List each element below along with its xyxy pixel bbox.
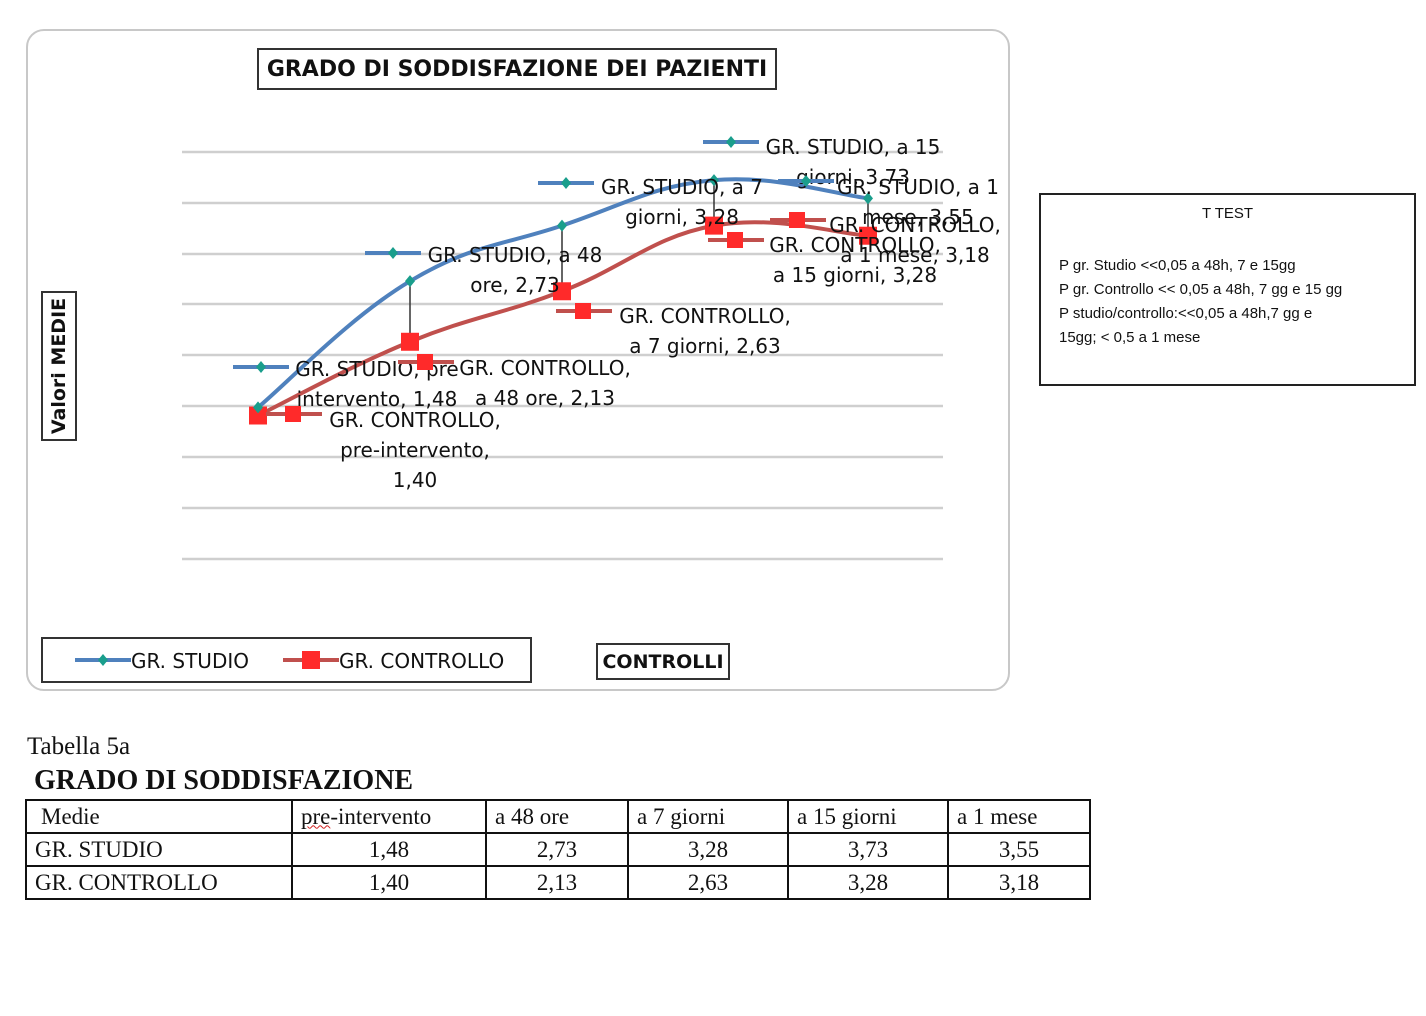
table-row: GR. CONTROLLO 1,40 2,13 2,63 3,28 3,18: [25, 865, 1091, 900]
gridlines: [182, 150, 943, 561]
table-cell: 1,40: [291, 865, 487, 900]
point-studio: [405, 275, 415, 288]
table-cell: 3,18: [947, 865, 1091, 900]
data-label-studio: GR. STUDIO, a 7 giorni, 3,28: [601, 175, 763, 229]
point-studio: [709, 174, 719, 187]
table-cell: 3,55: [947, 832, 1091, 867]
point-studio: [863, 192, 873, 205]
table-cell: 3,73: [787, 832, 949, 867]
label-key-marker: [727, 232, 743, 248]
table-header-cell: a 48 ore: [485, 799, 629, 834]
label-key-marker: [575, 303, 591, 319]
label-key-marker: [561, 177, 571, 189]
point-controllo: [859, 226, 877, 245]
data-label-controllo: GR. CONTROLLO, a 15 giorni, 3,28: [769, 233, 941, 287]
table-header-cell: pre-intervento: [291, 799, 487, 834]
legend-line-diamond-icon: [75, 654, 131, 666]
data-label-controllo: GR. CONTROLLO, a 48 ore, 2,13: [459, 356, 631, 410]
point-controllo: [401, 332, 419, 351]
y-axis-title: Valori MEDIE: [48, 297, 70, 435]
point-controllo: [249, 406, 267, 425]
data-label-studio: GR. STUDIO, a 48 ore, 2,73: [428, 243, 603, 297]
table-header-cell: a 7 giorni: [627, 799, 789, 834]
data-table: Medie pre-intervento a 48 ore a 7 giorni…: [25, 799, 1091, 900]
data-label-controllo: GR. CONTROLLO, a 1 mese, 3,18: [829, 213, 1001, 267]
label-key-marker: [388, 247, 398, 259]
table-cell: 2,13: [485, 865, 629, 900]
point-controllo: [705, 216, 723, 235]
point-studio: [253, 401, 263, 414]
table-header-cell: Medie: [25, 799, 293, 834]
table-cell: 1,48: [291, 832, 487, 867]
label-key-marker: [801, 175, 811, 187]
label-key-marker: [789, 212, 805, 228]
ttest-line: 15gg; < 0,5 a 1 mese: [1059, 329, 1201, 346]
label-key-marker: [285, 406, 301, 422]
legend: GR. STUDIO GR. CONTROLLO: [41, 637, 532, 683]
table-cell: 3,28: [787, 865, 949, 900]
label-key-marker: [726, 136, 736, 148]
table-cell: 2,73: [485, 832, 629, 867]
table-row: GR. STUDIO 1,48 2,73 3,28 3,73 3,55: [25, 832, 1091, 867]
label-key-marker: [256, 361, 266, 373]
x-axis-title: CONTROLLI: [596, 643, 730, 680]
ttest-title: T TEST: [1201, 205, 1254, 222]
table-row-label: GR. STUDIO: [25, 832, 293, 867]
ttest-line: P studio/controllo:<<0,05 a 48h,7 gg e: [1059, 305, 1313, 322]
table-row-label: GR. CONTROLLO: [25, 865, 293, 900]
table-cell: 3,28: [627, 832, 789, 867]
label-key-marker: [417, 354, 433, 370]
data-label-studio: GR. STUDIO, a 15 giorni, 3,73: [766, 135, 941, 189]
table-header-row: Medie pre-intervento a 48 ore a 7 giorni…: [25, 799, 1091, 834]
point-studio: [557, 219, 567, 232]
legend-label-controllo: GR. CONTROLLO: [339, 649, 505, 673]
point-controllo: [553, 282, 571, 301]
table-heading: GRADO DI SODDISFAZIONE: [34, 765, 414, 796]
table-caption: Tabella 5a: [27, 733, 131, 760]
table-header-cell: a 1 mese: [947, 799, 1091, 834]
table-header-cell: a 15 giorni: [787, 799, 949, 834]
y-axis-title-box: Valori MEDIE: [41, 291, 77, 441]
chart-title: GRADO DI SODDISFAZIONE DEI PAZIENTI: [257, 48, 777, 90]
data-label-controllo: GR. CONTROLLO, pre-intervento, 1,40: [329, 408, 501, 492]
data-label-studio: GR. STUDIO, a 1 mese, 3,55: [837, 175, 999, 229]
legend-line-square-icon: [283, 651, 339, 669]
legend-label-studio: GR. STUDIO: [131, 649, 249, 673]
chart-area: [26, 29, 1010, 691]
data-label-controllo: GR. CONTROLLO, a 7 giorni, 2,63: [619, 304, 791, 358]
ttest-line: P gr. Controllo << 0,05 a 48h, 7 gg e 15…: [1059, 281, 1343, 298]
series-markers: [249, 174, 877, 425]
ttest-line: P gr. Studio <<0,05 a 48h, 7 e 15gg: [1059, 257, 1296, 274]
ttest-box: T TEST P gr. Studio <<0,05 a 48h, 7 e 15…: [1039, 193, 1416, 386]
table-cell: 2,63: [627, 865, 789, 900]
